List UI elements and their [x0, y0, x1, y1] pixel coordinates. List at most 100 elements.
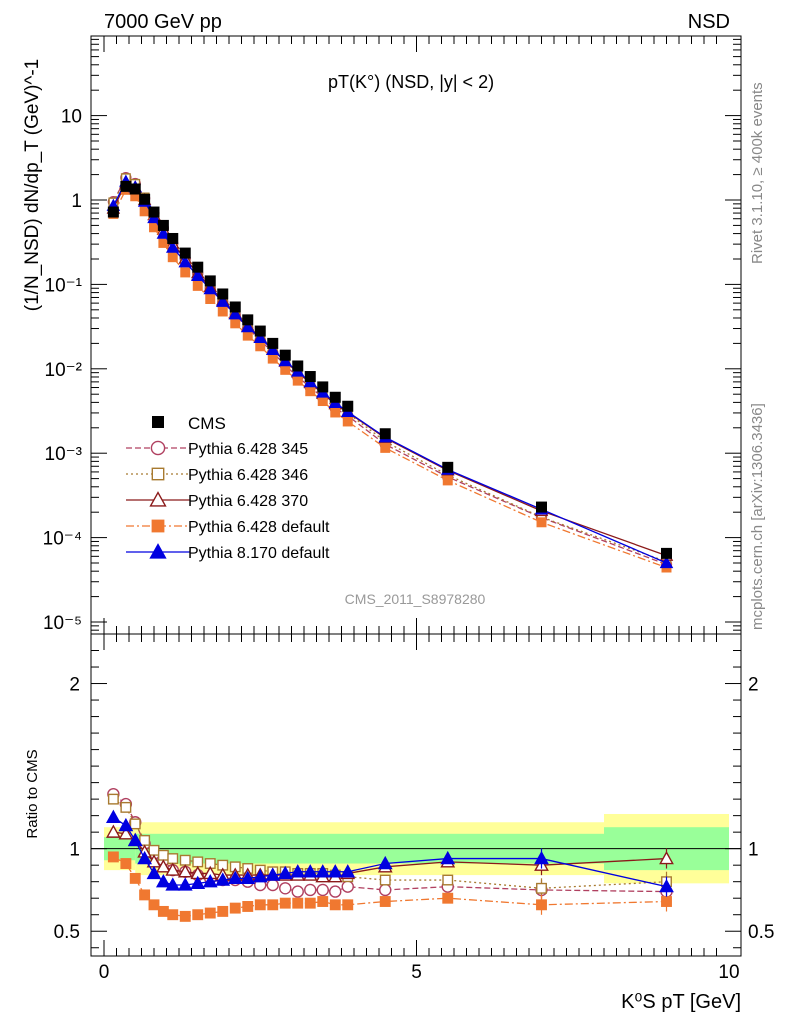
x-tick-labels: 0 5 10 [99, 962, 740, 983]
series-point-ratio [240, 870, 256, 885]
series-point-ratio [329, 899, 341, 911]
legend-label: Pythia 6.428 370 [188, 493, 308, 510]
cms-data-point [536, 501, 547, 513]
series-point-main [255, 341, 266, 352]
series-point-ratio [105, 824, 121, 838]
series-point-ratio [291, 885, 304, 898]
series-point-ratio [155, 874, 171, 888]
series-point-ratio [118, 817, 134, 832]
series-point-main [253, 330, 268, 344]
series-point-ratio [202, 874, 218, 888]
series-point-ratio [377, 855, 393, 870]
cms-data-point [157, 219, 169, 231]
y-tick-label: 1 [71, 191, 82, 212]
y-tick-label: 10⁻⁴ [43, 529, 82, 550]
series-point-main [659, 555, 674, 569]
legend-marker-cms [152, 416, 164, 428]
series-point-main [217, 306, 228, 317]
series-point-ratio [165, 877, 181, 891]
series-point-ratio [279, 897, 291, 909]
chart-title: pT(K°) (NSD, |y| < 2) [328, 72, 494, 92]
cms-data-point [217, 288, 229, 300]
series-point-main [280, 364, 291, 375]
series-point-ratio [316, 883, 329, 897]
series-point-ratio [120, 801, 132, 813]
series-point-ratio [304, 897, 316, 909]
series-point-ratio [292, 897, 304, 909]
series-point-main [330, 407, 341, 418]
ratio-tick-label-left: 2 [69, 675, 80, 696]
y-tick-label: 10⁻² [45, 360, 83, 381]
cms-data-point [179, 247, 191, 259]
series-point-main [240, 320, 255, 333]
series-point-ratio [315, 864, 331, 878]
series-point-main [292, 375, 303, 386]
series-point-main [267, 353, 278, 364]
series-point-ratio [227, 870, 243, 885]
legend-marker [151, 467, 165, 481]
cms-data-point [229, 301, 241, 313]
cms-data-point [192, 261, 204, 273]
series-point-ratio [661, 896, 672, 907]
ratio-axis-ticks [91, 634, 741, 956]
series-point-main [242, 330, 253, 341]
y-tick-label: 10 [61, 107, 82, 128]
series-point-ratio [129, 818, 141, 830]
ratio-tick-label-right: 0.5 [748, 922, 774, 943]
series-point-ratio [137, 850, 153, 865]
series-point-ratio [204, 907, 216, 919]
series-point-ratio [215, 872, 231, 886]
series-point-ratio [190, 875, 206, 890]
header-right: NSD [688, 11, 730, 33]
x-tick-label: 5 [411, 962, 422, 983]
series-point-main [180, 267, 191, 278]
series-point-ratio [107, 851, 119, 863]
series-point-main [167, 252, 178, 263]
cms-data-point [442, 461, 454, 473]
series-point-ratio [192, 856, 204, 868]
legend-label: Pythia 6.428 345 [188, 441, 308, 458]
series-point-ratio [157, 849, 169, 861]
series-point-ratio [266, 878, 279, 892]
series-point-ratio [177, 864, 193, 878]
series-point-main [203, 282, 218, 295]
series-point-ratio [105, 809, 121, 823]
header-left: 7000 GeV pp [104, 11, 222, 33]
series-point-ratio [217, 905, 229, 917]
series-point-ratio [327, 864, 343, 878]
series-point-ratio [659, 879, 674, 893]
series-point-ratio [329, 885, 342, 898]
cms-data-point [204, 275, 216, 287]
cms-data-point [342, 400, 354, 412]
y-tick-label: 10⁻⁵ [43, 613, 82, 634]
legend-marker [149, 543, 167, 559]
ratio-tick-label-right: 2 [748, 675, 759, 696]
legend-marker [149, 491, 167, 507]
watermark: CMS_2011_S8978280 [345, 591, 486, 607]
cms-data-point [139, 193, 151, 205]
series-point-main [305, 386, 316, 397]
main-y-tick-labels: 10 1 10⁻¹ 10⁻² 10⁻³ 10⁻⁴ 10⁻⁵ [43, 107, 82, 634]
ratio-data-marks [105, 787, 674, 922]
series-point-ratio [177, 877, 193, 891]
y-axis-label: (1/N_NSD) dN/dp_T (GeV)^-1 [22, 59, 43, 311]
x-tick-label: 10 [718, 962, 739, 983]
legend-label: Pythia 8.170 default [188, 545, 330, 562]
series-point-main [149, 222, 159, 233]
cms-data-point [292, 360, 304, 372]
legend-marker [151, 519, 165, 533]
series-point-ratio [534, 850, 549, 865]
series-point-ratio [118, 826, 134, 840]
series-point-main [536, 517, 547, 528]
series-point-ratio [379, 896, 391, 907]
series-point-main [139, 206, 150, 217]
cms-data-point [379, 428, 391, 440]
series-point-ratio [129, 872, 141, 884]
x-tick-label: 0 [99, 962, 110, 983]
cms-data-point [148, 206, 160, 218]
series-point-ratio [167, 853, 179, 865]
series-point-ratio [290, 864, 306, 878]
series-point-main [192, 280, 203, 291]
main-axis-ticks [91, 36, 741, 634]
